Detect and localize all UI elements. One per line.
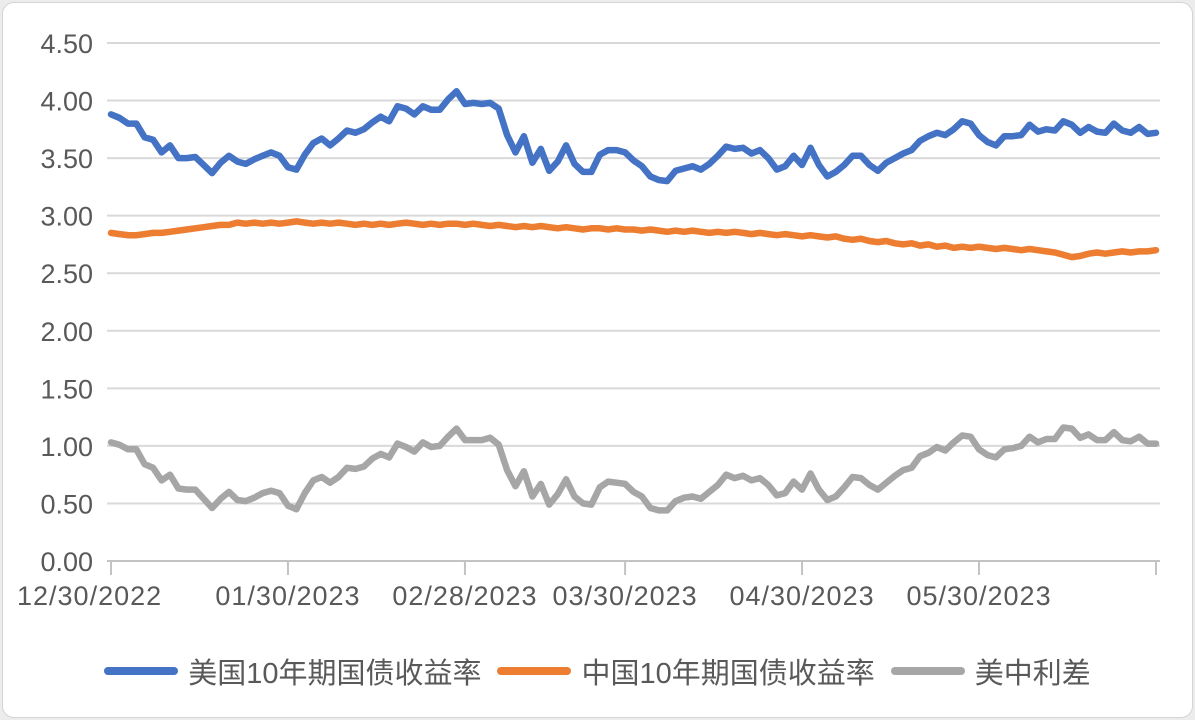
legend-item-us10y: 美国10年期国债收益率 <box>104 650 481 692</box>
legend-swatch-spread <box>890 667 965 675</box>
legend-label-us10y: 美国10年期国债收益率 <box>188 658 482 690</box>
y-tick-label: 4.50 <box>40 29 93 59</box>
y-tick-label: 0.00 <box>40 547 93 577</box>
china-10y-yield-line <box>107 218 1160 261</box>
us-china-spread-line <box>107 424 1160 514</box>
x-tick-label: 12/30/2022 <box>17 581 162 611</box>
y-tick-label: 2.00 <box>40 317 93 347</box>
legend-item-china10y: 中国10年期国债收益率 <box>497 650 875 692</box>
x-tick-label: 03/30/2023 <box>553 581 698 611</box>
us-10y-yield-line <box>107 88 1160 185</box>
x-tick-label: 01/30/2023 <box>215 581 360 611</box>
bond-yield-line-chart: 0.00 0.50 1.00 1.50 2.00 2.50 3.00 3.50 4.00 4.50… <box>17 29 1160 611</box>
y-tick-label: 2.50 <box>40 259 93 289</box>
y-tick-label: 4.00 <box>40 87 93 117</box>
legend-label-spread: 美中利差 <box>974 658 1091 690</box>
chart-legend: 美国10年期国债收益率 中国10年期国债收益率 美中利差 <box>3 643 1192 699</box>
y-tick-label: 1.00 <box>40 432 93 462</box>
legend-swatch-china10y <box>497 667 572 675</box>
legend-label-china10y: 中国10年期国债收益率 <box>581 658 875 690</box>
legend-item-spread: 美中利差 <box>890 650 1091 692</box>
y-tick-label: 1.50 <box>40 374 93 404</box>
y-tick-label: 0.50 <box>40 489 93 519</box>
legend-swatch-us10y <box>104 667 179 675</box>
x-tick-label: 05/30/2023 <box>906 581 1051 611</box>
y-tick-label: 3.00 <box>40 202 93 232</box>
x-tick-label: 02/28/2023 <box>392 581 537 611</box>
y-tick-label: 3.50 <box>40 144 93 174</box>
x-tick-label: 04/30/2023 <box>729 581 874 611</box>
